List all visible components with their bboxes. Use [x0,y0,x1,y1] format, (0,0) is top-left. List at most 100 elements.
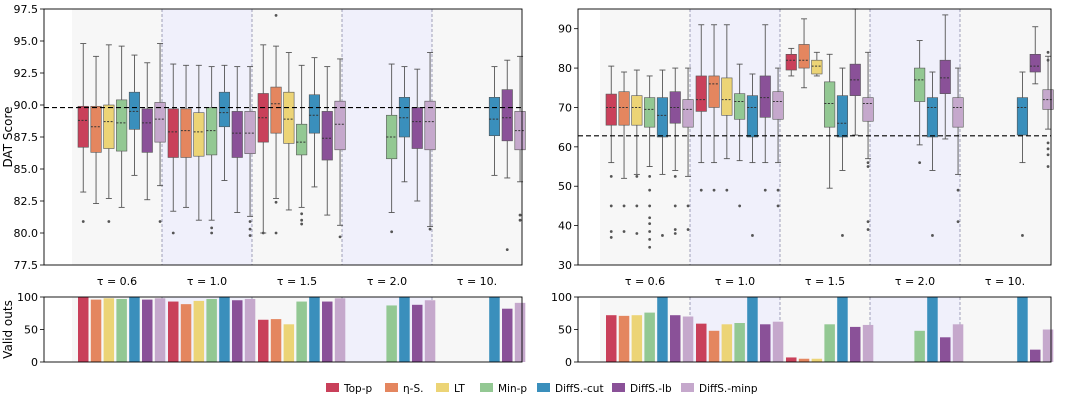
legend-item-η-S.: η-S. [385,383,423,395]
box-DiffS.-cut-1 [746,73,759,237]
box-Min-p-0 [116,45,128,208]
outlier-point [738,204,742,208]
box-body [798,44,810,69]
bar-DiffS.-minp-3 [952,324,964,362]
bar-Top-p-1 [696,323,707,362]
box-DiffS.-cut-3 [926,71,939,237]
bar-Min-p-3 [914,330,925,362]
box-LT-0 [631,69,643,235]
box-body [785,53,797,71]
panel-frame [43,8,523,266]
box-body [695,75,707,112]
box-body [746,95,759,138]
legend-swatch [480,383,493,392]
box-DiffS.-lb-4 [1029,26,1041,85]
box-Min-p-3 [914,40,926,165]
box-LT-2 [283,52,295,211]
outlier-point [751,234,754,237]
box-body [824,81,836,128]
bar-DiffS.-lb-3 [940,337,951,362]
bar-DiffS.-cut-0 [129,297,140,362]
bar-η-S.-0 [618,315,630,362]
box-body [283,91,295,144]
y-tick-label: 80.0 [14,227,39,240]
box-η-S.-0 [618,71,630,233]
box-body [836,95,849,138]
bar-DiffS.-lb-3 [412,304,423,362]
y-tick-label: 90 [558,23,572,36]
bar-Min-p-0 [644,312,655,362]
outlier-point [673,232,677,235]
y-tick-label: 100 [17,291,38,304]
outlier-point [686,228,690,231]
bar-DiffS.-cut-3 [399,297,410,362]
outlier-point [210,226,214,230]
outlier-point [171,231,175,235]
box-LT-1 [193,64,205,221]
box-DiffS.-lb-1 [231,66,243,213]
outlier-point [158,220,162,223]
box-Top-p-0 [77,43,89,223]
bar-DiffS.-minp-2 [334,298,346,362]
bar-η-S.-2 [270,319,282,362]
y-tick-label: 0 [565,356,572,369]
outlier-point [609,204,613,208]
box-body [321,111,333,161]
outlier-point [248,227,252,231]
box-DiffS.-minp-2 [334,58,346,239]
group-background [780,9,870,265]
outlier-point [648,204,652,208]
box-η-S.-1 [708,24,720,192]
legend-label: Min-p [498,383,527,395]
legend: Top-p η-S. LT Min-p DiffS.-cut DiffS.-lb DiffS… [326,383,758,395]
outlier-point [1046,147,1050,151]
bar-Min-p-0 [116,298,127,362]
outlier-point [210,231,214,235]
box-body [811,59,823,75]
outlier-point [609,174,613,178]
box-DiffS.-lb-2 [321,66,333,216]
box-body [721,77,733,116]
y-axis-label: DAT Score [1,106,15,167]
outlier-point [390,230,394,234]
bar-LT-2 [283,324,295,362]
box-body [206,107,218,156]
bar-DiffS.-minp-0 [154,298,166,362]
box-body [193,112,205,157]
bar-DiffS.-minp-4 [1042,329,1054,362]
group-label: τ = 0.6 [625,275,665,288]
box-DiffS.-minp-0 [682,67,694,231]
y-tick-label: 82.5 [14,195,39,208]
bar-η-S.-2 [798,358,810,362]
legend-item-DiffS.-cut: DiffS.-cut [537,383,604,395]
legend-swatch [537,383,550,392]
box-body [914,67,926,102]
box-DiffS.-lb-0 [669,67,681,235]
box-body [618,91,630,126]
legend-item-DiffS.-lb: DiffS.-lb [612,383,672,395]
outlier-point [428,227,432,231]
box-LT-0 [103,44,115,223]
outlier-point [1046,50,1050,54]
outlier-point [648,188,652,192]
y-tick-label: 92.5 [14,67,39,80]
legend-item-DiffS.-minp: DiffS.-minp [681,383,758,395]
box-body [656,97,669,138]
group-label: τ = 1.0 [715,275,755,288]
bar-DiffS.-lb-1 [232,300,243,362]
outlier-point [609,230,613,233]
box-Top-p-1 [167,63,179,235]
outlier-point [648,222,652,226]
legend-swatch [326,383,339,392]
outlier-point [248,220,252,223]
box-body [488,97,501,137]
bar-DiffS.-lb-2 [322,301,333,362]
group-label: τ = 10. [985,275,1025,288]
panel-right-top: 30 40 50 60 70 80 90 τ = 0.6 τ = 1.0 τ = 1.5 τ = 2… [558,8,1054,288]
outlier-point [635,204,639,208]
group-label: τ = 1.0 [187,275,227,288]
bar-DiffS.-lb-1 [760,324,771,362]
outlier-point [673,228,677,231]
panel-right-bottom: 0 50 100 [551,291,1054,369]
